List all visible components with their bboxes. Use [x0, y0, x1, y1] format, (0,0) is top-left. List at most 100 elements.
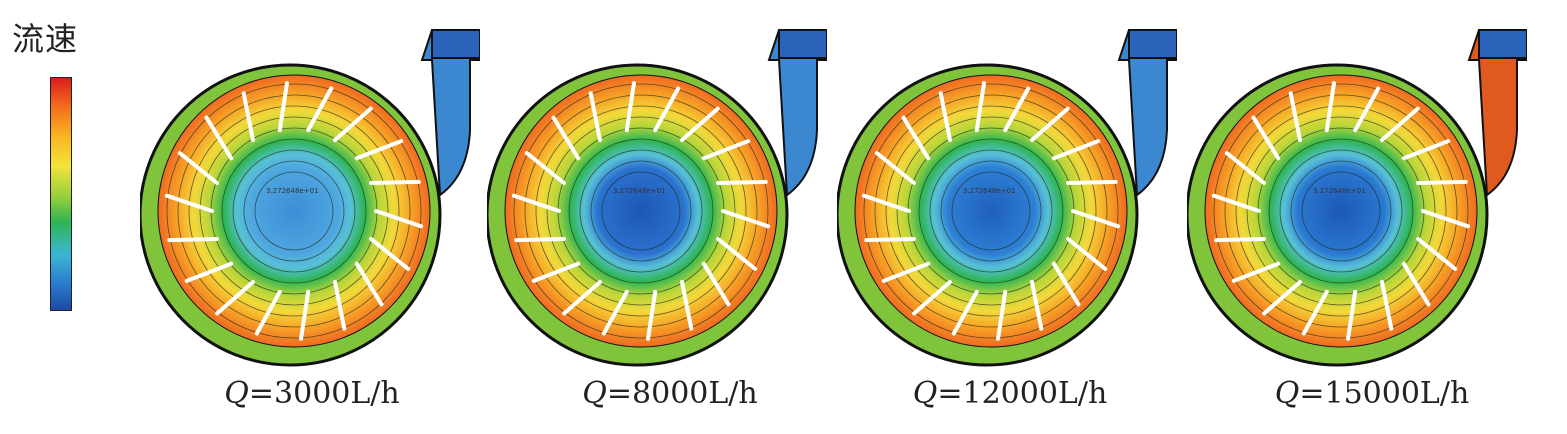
contour-line	[232, 149, 356, 273]
impeller-blade	[1066, 237, 1108, 271]
impeller-blade	[514, 237, 566, 243]
caption-3: Q=12000L/h	[912, 376, 1108, 411]
impeller-blade	[1030, 280, 1044, 331]
caption-2: Q=8000L/h	[582, 376, 758, 411]
contour-line	[1213, 83, 1469, 339]
impeller-blade	[167, 237, 219, 243]
impeller-blade	[277, 81, 289, 133]
impeller-blade	[1401, 261, 1431, 307]
impeller-blade	[1214, 237, 1266, 243]
impeller-blade	[511, 193, 561, 213]
contour-line	[1279, 149, 1403, 273]
impeller-blade	[716, 237, 758, 271]
pump-contour-3: 3.272648e+01	[837, 29, 1177, 367]
impeller-blade	[333, 106, 373, 142]
impeller-blade	[354, 139, 404, 161]
impeller-blade	[241, 91, 255, 142]
impeller-blade	[177, 151, 219, 185]
impeller-blade	[531, 261, 581, 283]
contour-line	[177, 94, 411, 328]
impeller-blade	[653, 86, 681, 133]
contour-line	[513, 83, 769, 339]
impeller-blade	[306, 86, 334, 133]
impeller-blade	[1380, 106, 1420, 142]
core-value-label: 3.272648e+01	[963, 187, 1015, 195]
impeller-blade	[1416, 237, 1458, 271]
core-value-label: 3.272648e+01	[1313, 187, 1365, 195]
pump-contour-1: 3.272648e+01	[140, 29, 480, 367]
contour-panel-4: 3.272648e+01	[1187, 0, 1527, 370]
contour-line	[546, 116, 736, 306]
contour-panel-2: 3.272648e+01	[487, 0, 827, 370]
impeller-blade	[1401, 139, 1451, 161]
contour-line	[166, 83, 422, 339]
contour-line	[1235, 105, 1447, 317]
impeller-blade	[299, 289, 311, 341]
impeller-region	[1204, 74, 1478, 348]
impeller-blade	[1421, 209, 1471, 229]
contour-line	[863, 83, 1119, 339]
impeller-blade	[1251, 115, 1281, 161]
impeller-blade	[716, 179, 768, 185]
impeller-blade	[1211, 193, 1261, 213]
impeller-blade	[974, 81, 986, 133]
impeller-blade	[551, 115, 581, 161]
contour-line	[951, 171, 1031, 251]
outlet-flange	[1128, 29, 1177, 59]
impeller-blade	[374, 209, 424, 229]
impeller-blade	[680, 106, 720, 142]
contour-line	[1268, 138, 1414, 284]
velocity-legend-title: 流速	[12, 20, 79, 58]
contour-line	[199, 116, 389, 306]
impeller-blade	[1051, 261, 1081, 307]
impeller-blade	[215, 280, 255, 316]
impeller-blade	[1003, 86, 1031, 133]
impeller-blade	[184, 261, 234, 283]
contour-line	[590, 160, 692, 262]
impeller-blade	[1288, 91, 1302, 142]
impeller-blade	[1231, 261, 1281, 283]
impeller-blade	[369, 237, 411, 271]
contour-line	[918, 138, 1064, 284]
pump-contour-4: 3.272648e+01	[1187, 29, 1527, 367]
contour-line	[535, 105, 747, 317]
contour-line	[929, 149, 1053, 273]
velocity-colorbar	[50, 77, 72, 311]
contour-line	[1290, 160, 1392, 262]
impeller-blade	[1380, 280, 1394, 331]
impeller-blade	[861, 193, 911, 213]
impeller-blade	[1301, 289, 1329, 336]
impeller-blade	[864, 237, 916, 243]
contour-line	[1224, 94, 1458, 328]
caption-1: Q=3000L/h	[224, 376, 400, 411]
contour-line	[221, 138, 367, 284]
impeller-blade	[588, 91, 602, 142]
impeller-blade	[254, 289, 282, 336]
contour-line	[1246, 116, 1436, 306]
impeller-blade	[562, 280, 602, 316]
impeller-blade	[524, 151, 566, 185]
contour-line	[874, 94, 1108, 328]
core-value-label: 3.272648e+01	[266, 187, 318, 195]
impeller-blade	[1353, 86, 1381, 133]
outlet-flange	[431, 29, 480, 59]
impeller-blade	[333, 280, 347, 331]
impeller-blade	[1066, 179, 1118, 185]
impeller-blade	[1071, 209, 1121, 229]
impeller-blade	[881, 261, 931, 283]
impeller-region	[854, 74, 1128, 348]
impeller-blade	[164, 193, 214, 213]
contour-line	[524, 94, 758, 328]
contour-line	[940, 160, 1042, 262]
contour-line	[601, 171, 681, 251]
impeller-blade	[938, 91, 952, 142]
impeller-blade	[204, 115, 234, 161]
impeller-blade	[701, 261, 731, 307]
impeller-blade	[680, 280, 694, 331]
impeller-blade	[1324, 81, 1336, 133]
contour-line	[579, 149, 703, 273]
impeller-blade	[1416, 179, 1468, 185]
caption-4: Q=15000L/h	[1274, 376, 1470, 411]
impeller-blade	[1030, 106, 1070, 142]
contour-line	[1301, 171, 1381, 251]
